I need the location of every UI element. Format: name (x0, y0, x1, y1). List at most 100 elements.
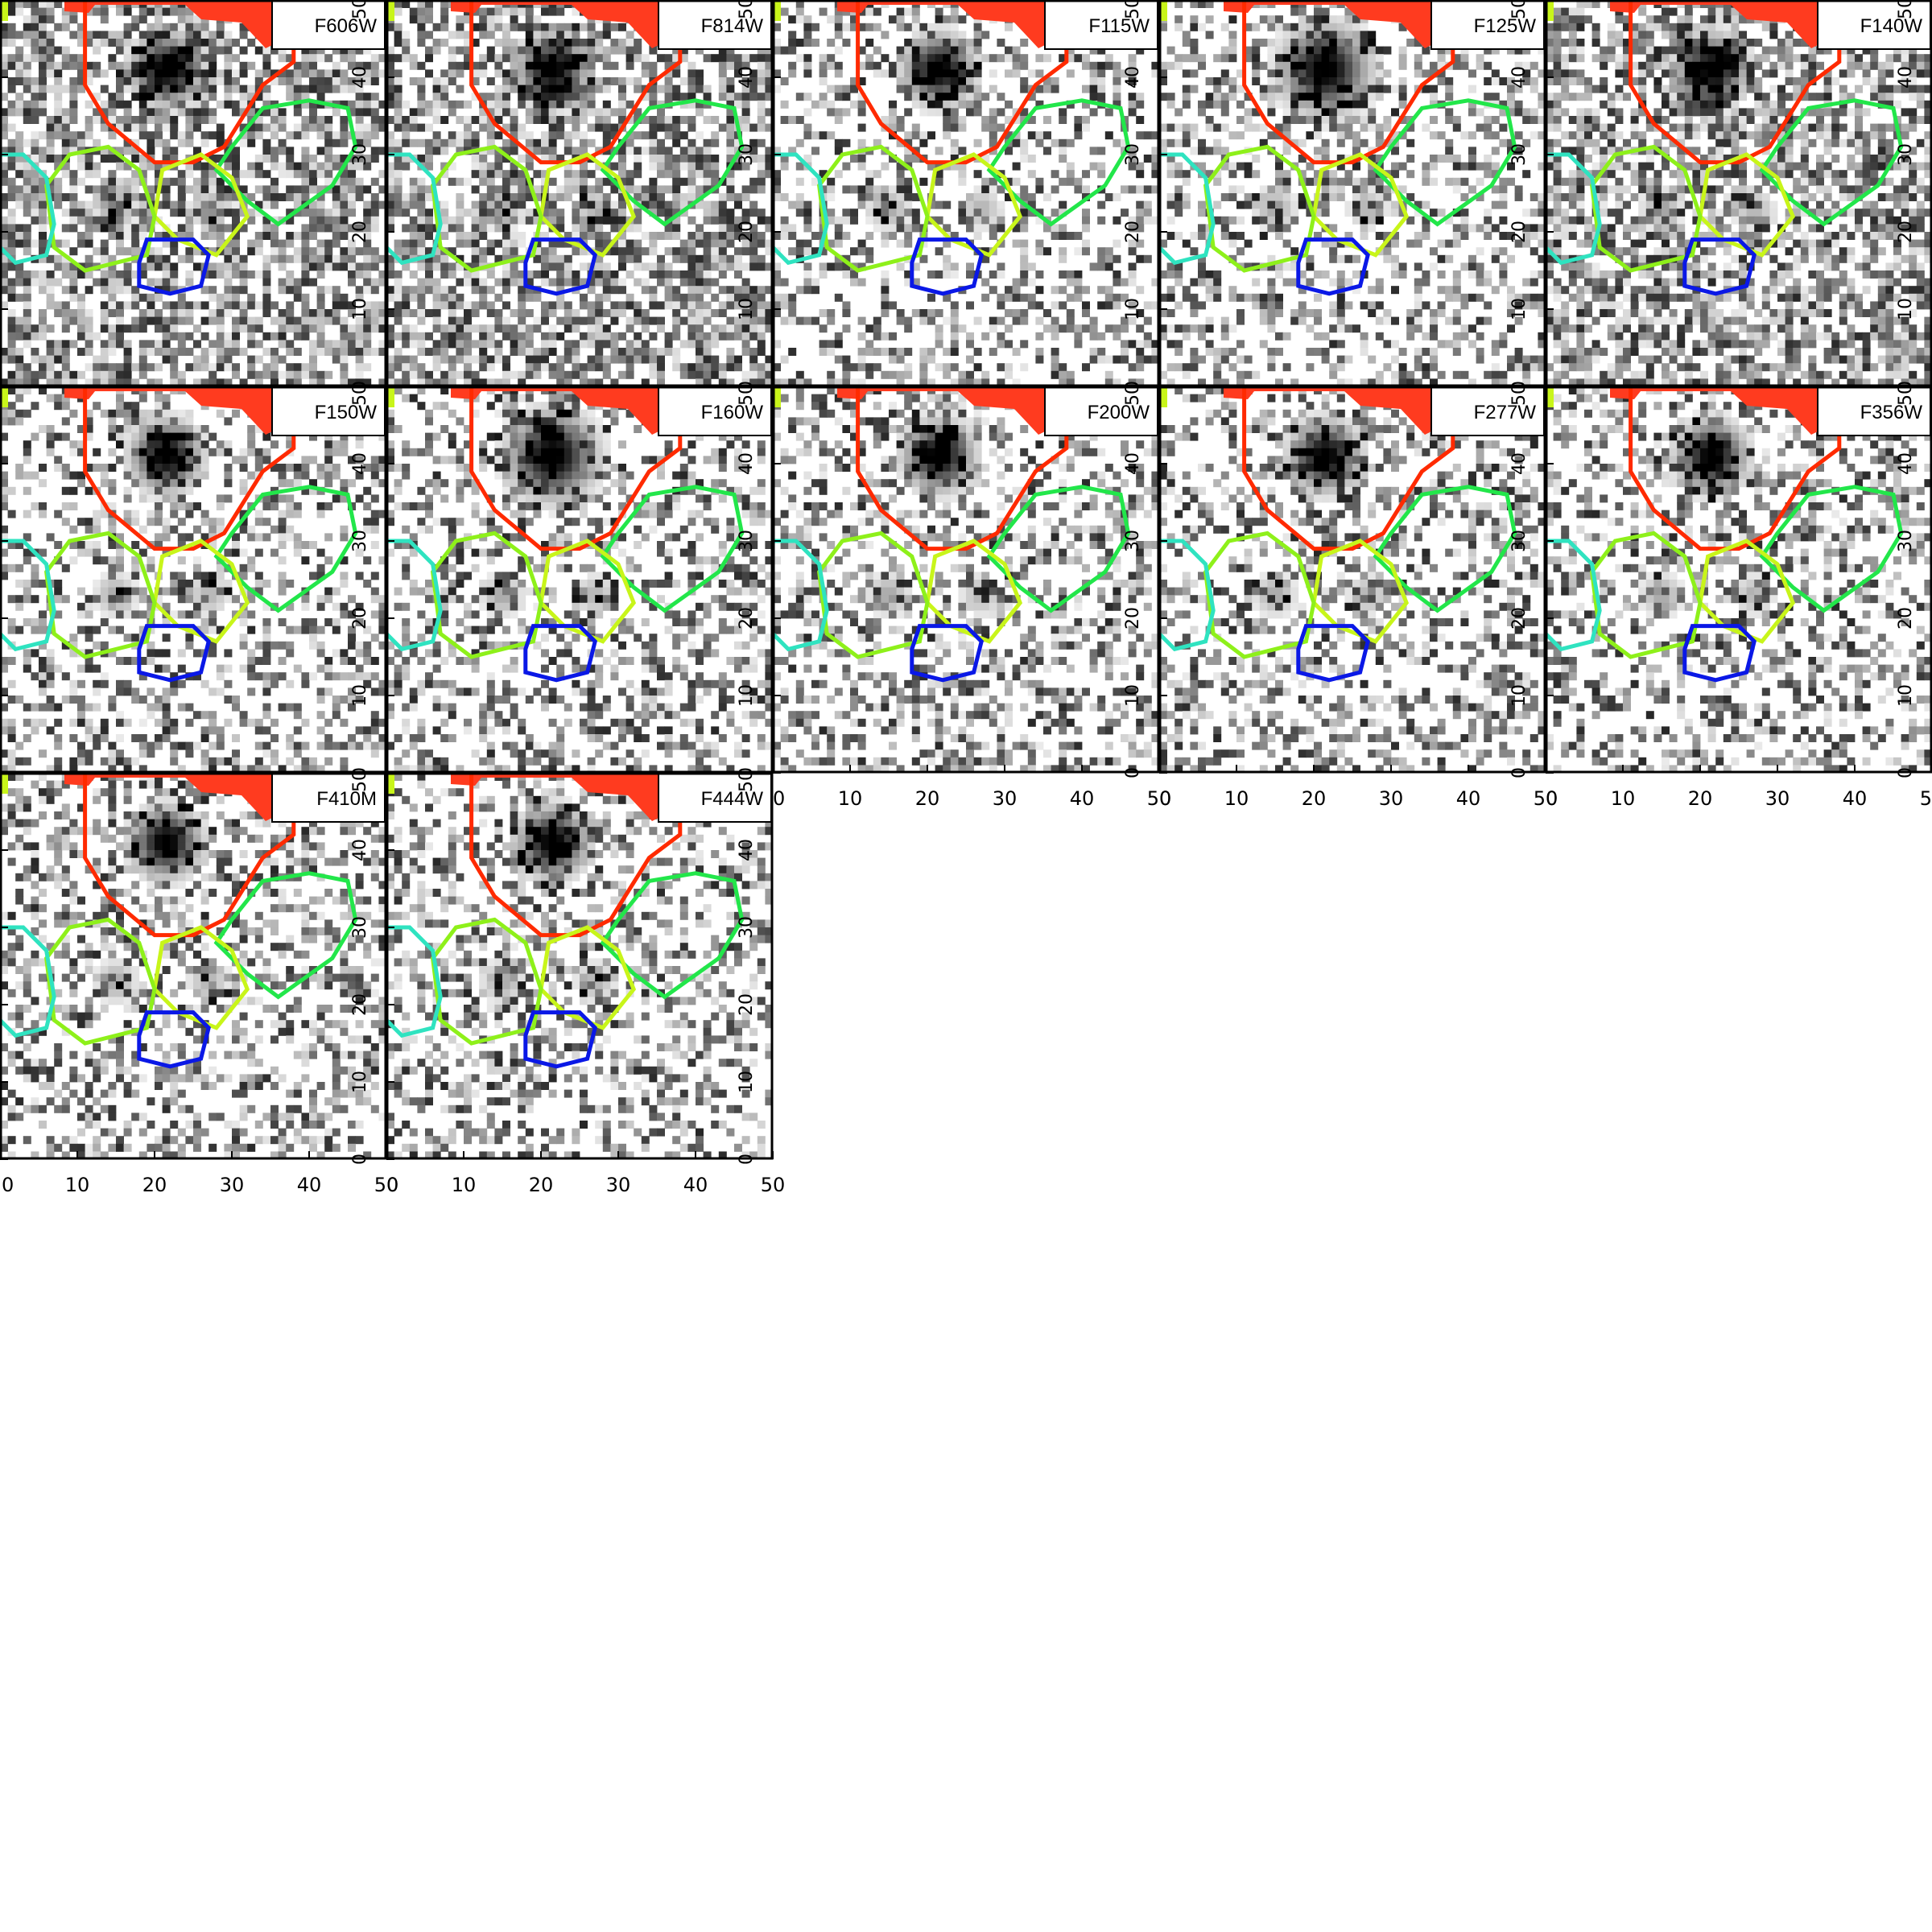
filter-label: F115W (1088, 15, 1150, 37)
yellow-corner-marker (386, 0, 394, 21)
y-axis-tick-label: 20 (1509, 221, 1530, 243)
filter-label: F125W (1474, 15, 1537, 37)
y-axis-tick-label: 50 (350, 770, 370, 792)
filter-label: F444W (701, 788, 764, 810)
green-region-outline (986, 485, 1131, 613)
lime-region-outline (816, 530, 930, 659)
stamp-frame (772, 386, 1160, 774)
lime-region-outline (430, 530, 543, 659)
filter-label: F200W (1088, 402, 1150, 423)
yellow-corner-marker (386, 773, 394, 794)
stamp-frame (0, 386, 387, 774)
yellow-green-region-outline (539, 152, 637, 258)
y-axis-tick-label: 10 (350, 684, 370, 707)
lime-region-outline (1589, 530, 1703, 659)
x-axis-tick-label: 0 (1159, 787, 1171, 810)
y-axis-tick-label: 40 (737, 452, 757, 475)
cyan-region-outline (386, 152, 443, 266)
filter-label-box (271, 773, 386, 823)
filter-label-box (271, 0, 386, 50)
filter-label: F140W (1860, 15, 1923, 37)
stamp-frame (386, 0, 774, 387)
red-filled-region (64, 0, 290, 48)
filter-label: F277W (1474, 402, 1537, 423)
yellow-corner-marker (0, 773, 8, 794)
y-axis-tick-label: 10 (1509, 298, 1530, 320)
y-axis-tick-label: 30 (1896, 530, 1916, 552)
x-axis-tick-label: 40 (1070, 787, 1095, 810)
y-axis-tick-label: 0 (1123, 767, 1143, 778)
cyan-region-outline (386, 925, 443, 1038)
y-axis-tick-label: 30 (737, 530, 757, 552)
x-axis-tick-label: 30 (606, 1174, 631, 1196)
filter-stamp-panel: F356W 0 10 20 30 40 50 0 10 20 30 40 50 (1545, 383, 1932, 810)
yellow-corner-marker (386, 386, 394, 407)
lime-region-outline (430, 144, 543, 273)
filter-label: F356W (1860, 402, 1923, 423)
x-axis-tick-label: 20 (1688, 787, 1713, 810)
cyan-region-outline (773, 539, 829, 652)
y-axis-tick-label: 40 (350, 66, 370, 89)
x-axis-tick-label: 10 (838, 787, 863, 810)
x-axis-tick-label: 30 (1379, 787, 1404, 810)
red-filled-region (1610, 386, 1835, 435)
y-axis-tick-label: 10 (1896, 684, 1916, 707)
red-filled-region (1224, 0, 1449, 48)
yellow-green-region-outline (1698, 152, 1796, 258)
yellow-corner-marker (773, 0, 781, 21)
y-axis-tick-label: 30 (1123, 143, 1143, 166)
stamp-frame (1545, 386, 1932, 774)
y-axis-tick-label: 50 (737, 383, 757, 406)
y-axis-tick-label: 10 (737, 1071, 757, 1093)
x-axis-tick-label: 10 (452, 1174, 477, 1196)
green-region-outline (213, 98, 358, 227)
x-axis-tick-label: 50 (1920, 787, 1932, 810)
x-axis-tick-label: 0 (386, 1174, 398, 1196)
filter-label-box (1817, 386, 1931, 436)
red-filled-region (451, 773, 676, 821)
cyan-region-outline (1546, 152, 1602, 266)
cyan-region-outline (0, 152, 56, 266)
y-axis-tick-label: 20 (1896, 607, 1916, 630)
yellow-corner-marker (773, 386, 781, 407)
y-axis-tick-label: 50 (350, 0, 370, 19)
green-region-outline (1759, 485, 1904, 613)
y-axis-tick-label: 30 (737, 143, 757, 166)
yellow-green-region-outline (1311, 152, 1410, 258)
stamp-image-pixels (1159, 0, 1546, 386)
lime-region-outline (43, 144, 157, 273)
y-axis-tick-label: 30 (1123, 530, 1143, 552)
stamp-image-pixels (1546, 0, 1932, 386)
x-axis-tick-label: 20 (142, 1174, 167, 1196)
green-region-outline (986, 98, 1131, 227)
cyan-region-outline (1546, 539, 1602, 652)
yellow-green-region-outline (539, 539, 637, 644)
y-axis-tick-label: 30 (1896, 143, 1916, 166)
y-axis-tick-label: 40 (350, 839, 370, 861)
y-axis-tick-label: 50 (1509, 0, 1530, 19)
stamp-frame (1158, 0, 1546, 387)
x-axis-tick-label: 10 (65, 1174, 90, 1196)
lime-region-outline (1203, 144, 1316, 273)
blue-region-outline (523, 1010, 597, 1069)
stamp-frame (386, 386, 774, 774)
filter-label-box (658, 0, 772, 50)
yellow-corner-marker (0, 386, 8, 407)
y-axis-tick-label: 30 (350, 530, 370, 552)
x-axis-tick-label: 40 (1843, 787, 1868, 810)
filter-label: F410M (316, 788, 377, 810)
cyan-region-outline (773, 152, 829, 266)
filter-stamp-panel: F150W01020304050 (0, 383, 387, 778)
stamp-image-pixels (0, 773, 386, 1159)
x-axis-tick-label: 50 (374, 1174, 399, 1196)
x-axis-tick-label: 40 (297, 1174, 322, 1196)
x-axis-tick-label: 10 (1224, 787, 1249, 810)
y-axis-tick-label: 10 (737, 298, 757, 320)
filter-label: F150W (315, 402, 378, 423)
y-axis-tick-label: 50 (737, 770, 757, 792)
cyan-region-outline (1159, 539, 1216, 652)
yellow-green-region-outline (925, 539, 1023, 644)
yellow-green-region-outline (152, 152, 250, 258)
